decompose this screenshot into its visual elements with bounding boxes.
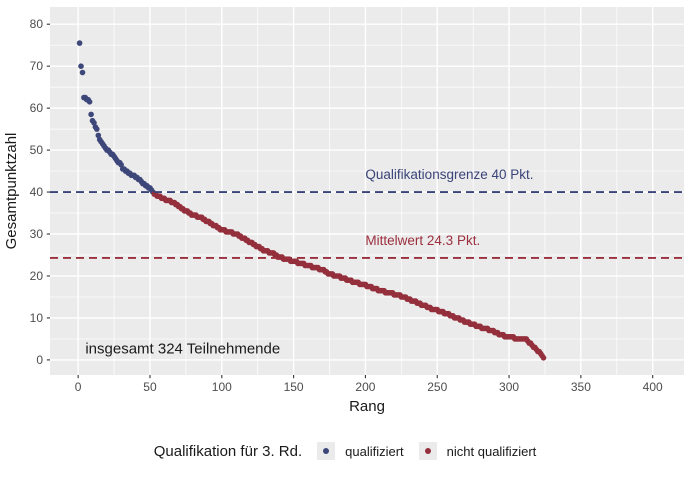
x-axis-ticks: 0 50 100 150 200 250 300 350 400 — [75, 375, 663, 394]
x-tick-label: 0 — [75, 380, 82, 394]
x-tick-label: 300 — [499, 380, 519, 394]
data-point — [118, 162, 124, 168]
data-point — [91, 120, 97, 126]
data-point — [540, 355, 547, 361]
y-tick-label: 40 — [30, 185, 44, 199]
data-point — [95, 132, 102, 139]
legend-item-nicht-qualifiziert: nicht qualifiziert — [418, 442, 537, 460]
y-axis-ticks: 0 10 20 30 40 50 60 70 80 — [30, 17, 50, 367]
panel-background — [50, 7, 684, 375]
y-tick-label: 50 — [30, 143, 44, 157]
y-axis-title: Gesamtpunktzahl — [3, 133, 20, 250]
y-tick-label: 0 — [36, 353, 43, 367]
data-point — [78, 63, 84, 69]
x-tick-label: 250 — [427, 380, 447, 394]
legend-title: Qualifikation für 3. Rd. — [153, 442, 303, 460]
y-tick-label: 20 — [30, 269, 44, 283]
minor-gridlines — [50, 7, 684, 375]
qualified-point-icon — [323, 448, 330, 454]
x-tick-label: 100 — [212, 380, 232, 394]
legend-item-label: nicht qualifiziert — [446, 443, 537, 459]
data-point — [94, 126, 100, 132]
y-tick-label: 10 — [30, 311, 44, 325]
mean-label: Mittelwert 24.3 Pkt. — [365, 233, 480, 248]
legend-key — [418, 442, 437, 460]
reference-lines — [50, 191, 684, 259]
x-tick-label: 150 — [284, 380, 304, 394]
data-point — [86, 99, 93, 105]
y-tick-label: 60 — [30, 101, 44, 115]
y-tick-label: 30 — [30, 227, 44, 241]
x-tick-label: 200 — [355, 380, 375, 394]
legend-item-label: qualifiziert — [345, 443, 404, 459]
participants-annotation: insgesamt 324 Teilnehmende — [85, 341, 280, 358]
legend-key — [317, 442, 336, 460]
qualification-threshold-label: Qualifikationsgrenze 40 Pkt. — [365, 167, 533, 182]
x-tick-label: 350 — [571, 380, 591, 394]
y-tick-label: 80 — [30, 17, 44, 31]
data-point — [76, 40, 83, 46]
legend: Qualifikation für 3. Rd. qualifiziert ni… — [0, 428, 690, 474]
legend-item-qualifiziert: qualifiziert — [317, 442, 404, 460]
x-axis-title: Rang — [349, 398, 385, 415]
y-tick-label: 70 — [30, 59, 44, 73]
data-point — [88, 111, 94, 118]
score-rank-chart: Qualifikationsgrenze 40 Pkt. Mittelwert … — [3, 7, 684, 415]
x-tick-label: 400 — [643, 380, 663, 394]
x-tick-label: 50 — [143, 380, 157, 394]
data-point — [79, 69, 86, 76]
not-qualified-point-icon — [424, 448, 431, 454]
